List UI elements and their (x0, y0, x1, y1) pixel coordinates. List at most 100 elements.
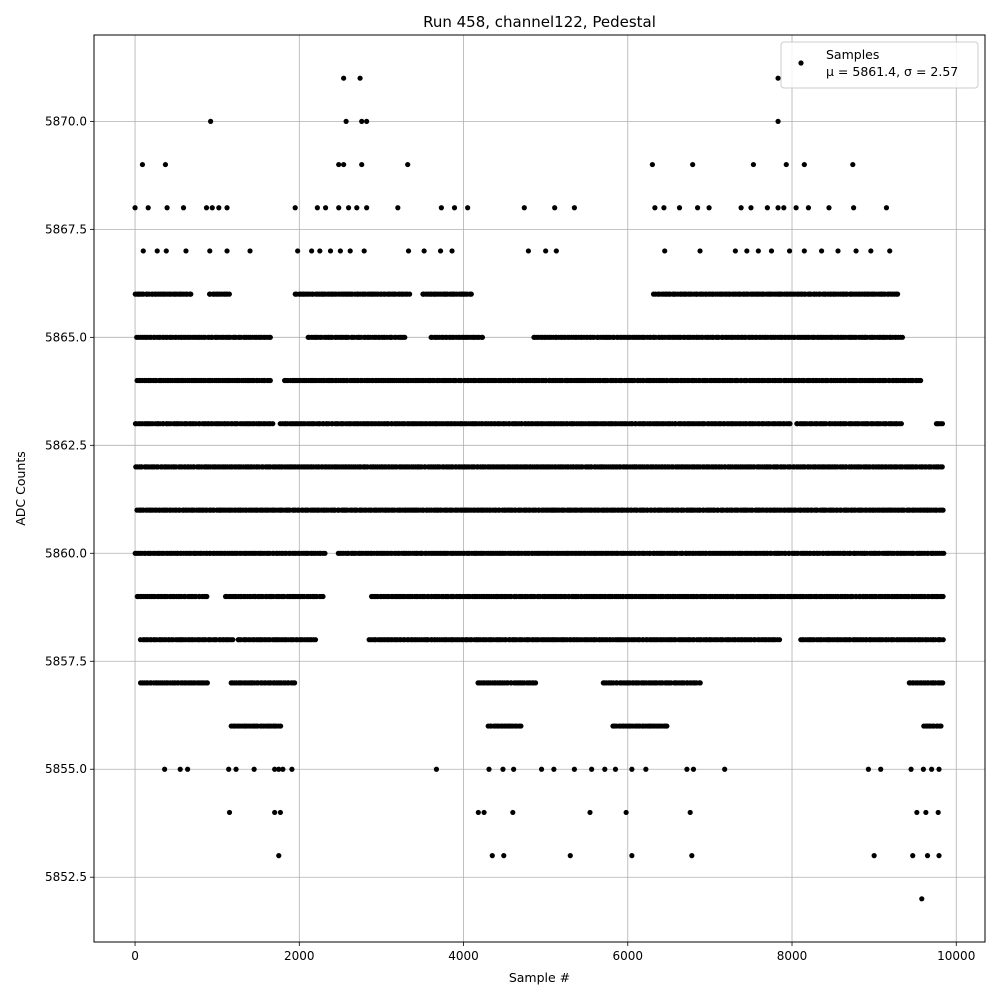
data-point (940, 593, 946, 600)
y-tick-label: 5855.0 (45, 762, 87, 776)
data-point (623, 809, 629, 816)
data-point (941, 550, 947, 556)
x-tick-label: 8000 (777, 949, 808, 963)
data-point (345, 205, 352, 211)
data-point (755, 248, 761, 254)
data-point (910, 853, 916, 859)
data-point (276, 853, 282, 859)
data-point (486, 766, 492, 772)
data-point (204, 680, 210, 686)
data-point (270, 421, 276, 427)
data-point (163, 248, 169, 254)
data-point (940, 637, 946, 643)
data-point (322, 205, 329, 211)
data-point (511, 766, 517, 772)
data-point (272, 766, 278, 772)
data-point (694, 205, 701, 211)
data-point (278, 723, 284, 729)
data-point (722, 766, 728, 772)
data-point (359, 161, 365, 168)
data-point (914, 809, 920, 816)
data-point (652, 205, 658, 211)
data-point (132, 205, 138, 211)
data-point (343, 118, 349, 124)
data-point (940, 507, 946, 513)
data-point (851, 205, 857, 211)
legend-label: Samples (826, 47, 879, 62)
data-point (738, 205, 744, 211)
data-point (207, 248, 213, 254)
data-point (359, 118, 365, 124)
data-point (587, 809, 593, 816)
data-point (292, 205, 298, 211)
y-tick-label: 5862.5 (45, 438, 87, 452)
y-tick-label: 5860.0 (45, 546, 87, 560)
legend-box (780, 41, 979, 89)
data-point (501, 853, 507, 859)
x-tick-label: 2000 (284, 949, 315, 963)
legend: Samples μ = 5861.4, σ = 2.57 (780, 41, 979, 89)
data-point (280, 766, 286, 772)
data-point (553, 248, 559, 254)
legend-marker (798, 60, 804, 66)
data-point (629, 766, 635, 772)
data-point (208, 118, 214, 124)
x-tick-label: 0 (131, 949, 139, 963)
data-point (935, 809, 941, 816)
data-point (868, 248, 874, 254)
data-point (449, 248, 455, 254)
data-point (776, 637, 783, 643)
data-point (139, 161, 146, 168)
data-point (177, 766, 183, 772)
data-point (689, 853, 695, 859)
data-point (750, 161, 757, 168)
data-point (775, 118, 781, 124)
data-point (272, 809, 278, 816)
data-point (706, 205, 712, 211)
data-point (395, 205, 401, 211)
data-point (361, 248, 367, 254)
y-tick-label: 5857.5 (45, 654, 87, 668)
data-point (203, 205, 210, 211)
data-point (489, 853, 495, 859)
data-point (295, 248, 301, 254)
data-point (732, 248, 738, 254)
data-point (510, 809, 516, 816)
data-point (341, 161, 347, 168)
data-point (226, 291, 232, 297)
data-point (923, 809, 929, 816)
data-point (676, 205, 683, 211)
data-point (185, 766, 191, 772)
data-point (162, 161, 169, 168)
data-point (805, 205, 812, 211)
data-point (801, 248, 807, 254)
data-point (145, 205, 151, 211)
data-point (309, 248, 315, 254)
data-point (783, 161, 789, 168)
data-point (781, 205, 787, 211)
data-point (364, 205, 370, 211)
data-point (920, 766, 927, 772)
data-point (939, 464, 945, 470)
data-point (180, 205, 187, 211)
data-point (629, 853, 635, 859)
data-point (532, 680, 539, 686)
data-point (267, 377, 273, 384)
y-tick-label: 5852.5 (45, 870, 87, 884)
data-point (552, 205, 558, 211)
data-point (649, 161, 656, 168)
y-axis-label: ADC Counts (13, 451, 28, 526)
data-point (224, 205, 230, 211)
data-point (661, 205, 667, 211)
data-point (589, 766, 595, 772)
data-point (465, 205, 471, 211)
plot-frame (93, 34, 986, 943)
y-axis-ticks: 5852.5 5855.0 5857.5 5860.0 5862.5 5865.0 5867… (45, 114, 94, 884)
data-point (786, 248, 793, 254)
data-point (209, 205, 215, 211)
data-point (518, 723, 524, 729)
data-point (226, 809, 233, 816)
data-point (437, 248, 444, 254)
